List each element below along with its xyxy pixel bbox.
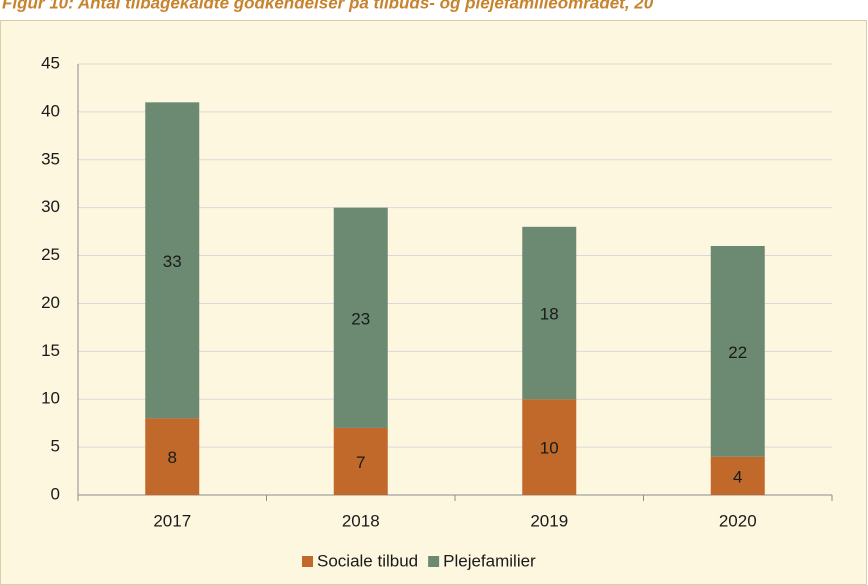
- bar-segment: [522, 226, 577, 400]
- bar-segment: [710, 456, 765, 495]
- bar-segment: [145, 102, 200, 419]
- x-tick-label: 2020: [719, 511, 757, 530]
- data-label: 22: [728, 343, 747, 362]
- legend-label: Plejefamilier: [443, 551, 536, 570]
- legend-label: Sociale tilbud: [317, 551, 418, 570]
- y-tick-label: 20: [41, 293, 60, 312]
- data-label: 8: [168, 448, 177, 467]
- bar-segment: [333, 207, 388, 428]
- x-tick-label: 2019: [530, 511, 568, 530]
- data-label: 23: [351, 309, 370, 328]
- data-label: 18: [540, 305, 559, 324]
- y-tick-label: 15: [41, 341, 60, 360]
- bar-segment: [145, 418, 200, 495]
- bar-segment: [333, 427, 388, 495]
- y-tick-label: 0: [51, 484, 60, 503]
- legend-swatch: [428, 556, 440, 567]
- data-label: 4: [733, 467, 742, 486]
- y-tick-label: 5: [51, 437, 60, 456]
- y-tick-label: 25: [41, 245, 60, 264]
- data-label: 10: [540, 439, 559, 458]
- y-tick-label: 30: [41, 197, 60, 216]
- legend-swatch: [302, 556, 313, 567]
- x-tick-label: 2018: [342, 511, 380, 530]
- chart-title: Figur 10: Antal tilbagekaldte godkendels…: [2, 0, 654, 12]
- x-tick-label: 2017: [153, 511, 191, 530]
- data-label: 7: [356, 453, 365, 472]
- bar-segment: [710, 245, 765, 457]
- y-tick-label: 45: [41, 53, 60, 72]
- bar-segment: [522, 399, 577, 495]
- y-tick-label: 10: [41, 389, 60, 408]
- data-label: 33: [163, 252, 182, 271]
- y-tick-label: 35: [41, 149, 60, 168]
- y-tick-label: 40: [41, 101, 60, 120]
